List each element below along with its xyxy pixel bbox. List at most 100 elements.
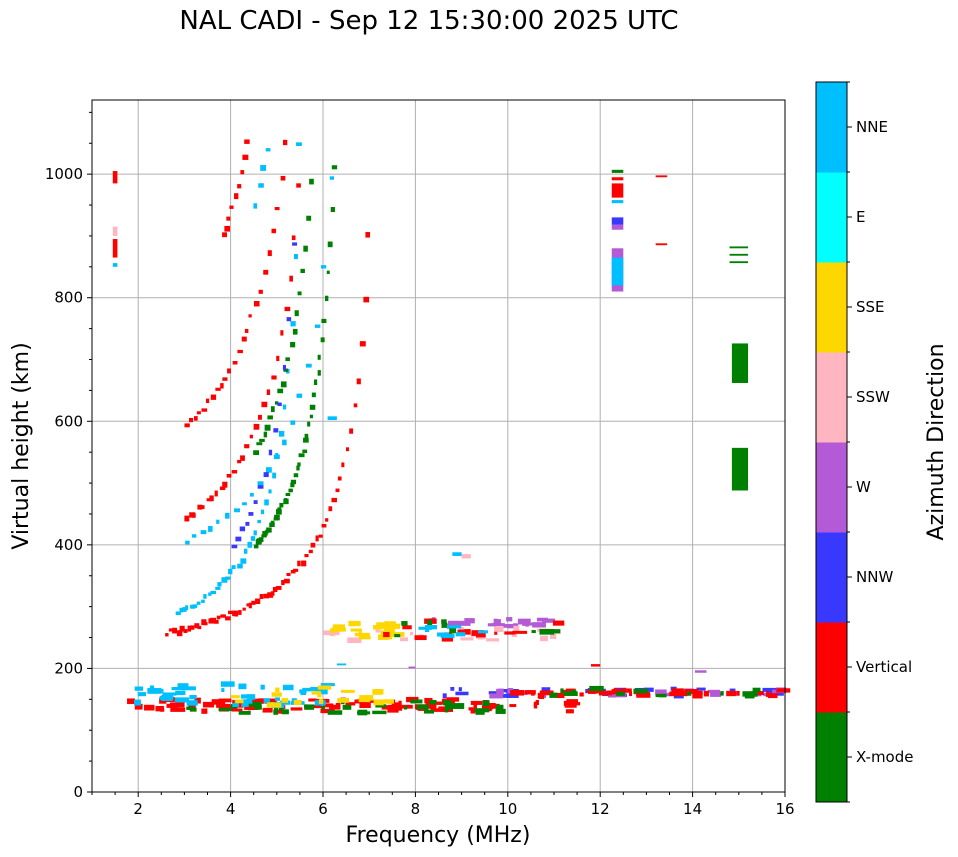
echo-point (498, 688, 504, 695)
echo-point (532, 622, 546, 628)
echo-point (311, 691, 322, 695)
echo-point (267, 415, 273, 420)
echo-point (244, 444, 250, 449)
echo-point (201, 408, 208, 412)
echo-point (210, 394, 217, 400)
echo-point (320, 265, 327, 269)
echo-point (598, 690, 612, 696)
echo-point (535, 699, 539, 705)
echo-point (231, 544, 238, 549)
colorbar-segment (816, 172, 847, 263)
echo-point (286, 317, 292, 322)
echo-point (263, 431, 268, 438)
echo-point (258, 537, 264, 542)
echo-point (257, 485, 264, 489)
colorbar-tick-label: X-mode (856, 748, 913, 766)
echo-point (224, 225, 231, 232)
echo-point (489, 703, 500, 709)
echo-point (155, 705, 164, 712)
echo-point (321, 706, 326, 710)
echo-point (277, 507, 282, 514)
y-tick-label: 400 (54, 536, 83, 554)
echo-point (277, 402, 282, 407)
y-tick-label: 0 (73, 783, 83, 801)
echo-point (253, 203, 258, 209)
echo-point (241, 336, 247, 342)
echo-point (674, 690, 688, 697)
echo-point (283, 578, 290, 584)
echo-point (319, 689, 328, 694)
colorbar-segment (816, 352, 847, 443)
echo-point (533, 703, 538, 709)
echo-point (182, 686, 196, 691)
echo-point (350, 628, 362, 632)
echo-point (253, 300, 260, 307)
echo-point (283, 139, 288, 146)
echo-point (258, 289, 263, 294)
echo-point (214, 619, 219, 624)
echo-point (284, 498, 288, 504)
echo-point (282, 439, 287, 446)
echo-point (196, 601, 201, 605)
y-tick-label: 600 (54, 412, 83, 430)
echo-point (531, 692, 535, 696)
echo-point (327, 710, 343, 715)
echo-point (356, 378, 361, 385)
echo-point (427, 619, 433, 626)
echo-point (219, 486, 226, 491)
echo-block (112, 263, 118, 267)
echo-point (149, 685, 155, 691)
colorbar-segment (816, 622, 847, 713)
echo-point (429, 699, 437, 705)
echo-point (237, 184, 242, 189)
echo-point (317, 692, 322, 698)
echo-point (565, 688, 576, 693)
echo-point (253, 450, 260, 456)
echo-point (476, 632, 486, 638)
echo-point (303, 245, 308, 252)
echo-point (184, 423, 190, 428)
colorbar-segment (816, 712, 847, 803)
echo-point (192, 604, 198, 608)
echo-point (238, 683, 247, 690)
echo-point (290, 482, 295, 488)
echo-point (240, 558, 247, 564)
echo-point (276, 585, 282, 590)
echo-point (211, 699, 226, 705)
echo-point (686, 691, 692, 696)
echo-point (726, 690, 737, 697)
echo-point (509, 704, 517, 708)
echo-point (768, 693, 778, 699)
echo-point (751, 691, 764, 696)
echo-point (161, 695, 173, 701)
echo-point (296, 393, 303, 398)
echo-point (290, 420, 296, 425)
echo-point (192, 513, 196, 518)
echo-point (458, 627, 465, 631)
echo-point (271, 692, 282, 697)
echo-point (261, 534, 267, 538)
echo-point (414, 635, 427, 641)
echo-point (776, 688, 791, 693)
echo-point (309, 414, 313, 419)
echo-point (220, 614, 226, 618)
y-tick-label: 800 (54, 289, 83, 307)
echo-point (282, 684, 294, 691)
echo-point (241, 699, 253, 704)
echo-point (228, 610, 234, 615)
echo-point (506, 617, 513, 622)
echo-point (486, 638, 499, 642)
echo-point (242, 154, 249, 160)
echo-point (707, 689, 721, 693)
echo-block (611, 257, 624, 286)
echo-block (611, 183, 624, 198)
echo-point (244, 139, 250, 144)
echo-point (330, 207, 335, 213)
echo-point (258, 414, 262, 420)
echo-point (325, 518, 329, 522)
echo-point (742, 691, 757, 697)
echo-point (655, 693, 660, 698)
echo-point (383, 699, 394, 704)
echo-point (297, 462, 301, 467)
echo-point (230, 695, 240, 699)
